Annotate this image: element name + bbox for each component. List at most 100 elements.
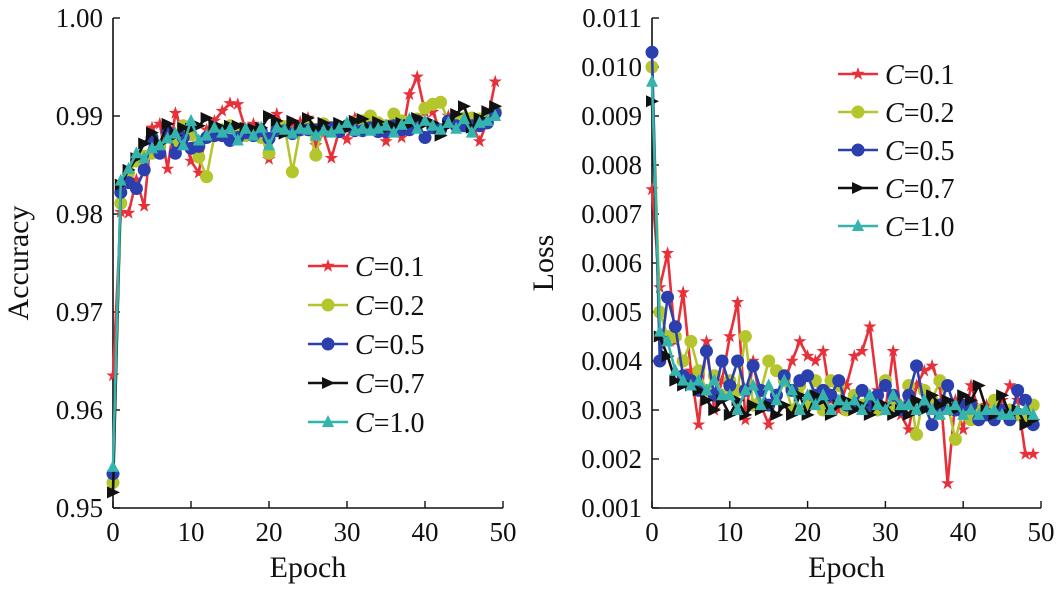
legend-marker <box>321 259 335 272</box>
data-point <box>902 408 916 421</box>
data-point <box>192 133 205 146</box>
data-point <box>309 148 323 162</box>
data-point <box>278 122 291 135</box>
data-point <box>645 45 659 59</box>
data-point <box>270 107 284 120</box>
data-point <box>684 363 698 377</box>
data-point <box>137 163 151 177</box>
data-point <box>738 412 752 426</box>
data-point <box>715 354 729 368</box>
data-point <box>816 344 830 357</box>
data-point <box>793 389 807 402</box>
data-point <box>840 398 853 411</box>
data-point <box>138 151 151 164</box>
data-point <box>130 146 143 159</box>
data-point <box>1026 447 1040 460</box>
data-point <box>933 399 947 412</box>
data-point <box>645 182 659 196</box>
data-point <box>716 388 729 401</box>
data-point <box>387 125 400 138</box>
data-point <box>848 404 862 416</box>
data-point <box>754 398 767 411</box>
data-point <box>246 116 261 130</box>
legend-label: C=0.1 <box>885 60 954 91</box>
data-point <box>481 105 495 118</box>
data-point <box>458 100 471 113</box>
y-tick-label: 0.99 <box>56 101 103 131</box>
data-point <box>458 111 470 124</box>
data-point <box>957 407 970 420</box>
data-point <box>1011 383 1025 397</box>
data-point <box>653 324 666 337</box>
series-C-0_1 <box>645 182 1040 490</box>
data-point <box>324 151 339 164</box>
data-point <box>395 117 408 130</box>
data-point <box>669 374 683 387</box>
data-point <box>684 378 697 391</box>
data-point <box>161 131 174 144</box>
series-C-0_5 <box>645 45 1040 432</box>
data-point <box>1018 447 1033 460</box>
data-point <box>832 374 846 388</box>
data-point <box>146 126 159 139</box>
data-point <box>1019 418 1033 431</box>
data-point <box>879 403 892 415</box>
data-point <box>964 378 978 392</box>
data-point <box>731 354 745 368</box>
x-tick-label: 20 <box>256 517 283 547</box>
y-tick-label: 0.007 <box>581 199 642 229</box>
data-point <box>926 389 940 402</box>
data-point <box>450 121 463 134</box>
data-point <box>145 120 159 134</box>
data-point <box>107 486 120 499</box>
data-point <box>411 111 425 124</box>
data-point <box>192 119 206 132</box>
data-point <box>263 110 276 122</box>
data-point <box>925 358 939 372</box>
data-point <box>786 383 799 396</box>
data-point <box>910 428 924 441</box>
data-point <box>216 125 229 138</box>
data-point <box>894 398 907 411</box>
y-tick-label: 1.00 <box>56 3 103 33</box>
data-point <box>918 393 931 406</box>
data-point <box>778 373 791 386</box>
legend-label: C=0.7 <box>355 369 424 400</box>
data-point <box>988 403 1001 415</box>
data-point <box>661 290 675 304</box>
data-point <box>661 350 675 363</box>
data-point <box>168 106 183 119</box>
data-point <box>356 112 370 125</box>
data-point <box>809 398 822 411</box>
y-tick-label: 0.006 <box>581 248 642 278</box>
data-point <box>996 407 1009 420</box>
data-point <box>106 368 120 382</box>
data-point <box>762 399 776 412</box>
data-point <box>192 165 206 179</box>
data-point <box>762 417 776 431</box>
data-point <box>286 126 299 139</box>
data-point <box>964 403 977 415</box>
data-point <box>933 407 946 420</box>
data-point <box>762 378 775 391</box>
data-point <box>739 383 752 396</box>
data-point <box>668 320 682 334</box>
data-point <box>887 408 901 421</box>
x-tick-label: 20 <box>794 517 821 547</box>
data-point <box>949 398 962 411</box>
data-point <box>856 403 869 415</box>
y-tick-label: 0.009 <box>581 101 642 131</box>
data-point <box>808 354 822 367</box>
data-point <box>747 378 760 391</box>
data-point <box>481 113 494 126</box>
data-point <box>153 138 166 151</box>
data-point <box>231 133 244 146</box>
data-point <box>692 373 705 386</box>
data-point <box>247 128 260 141</box>
legend-label: C=1.0 <box>355 408 424 439</box>
data-point <box>317 123 330 136</box>
data-point <box>270 120 283 133</box>
data-point <box>200 128 213 141</box>
data-point <box>200 170 214 184</box>
